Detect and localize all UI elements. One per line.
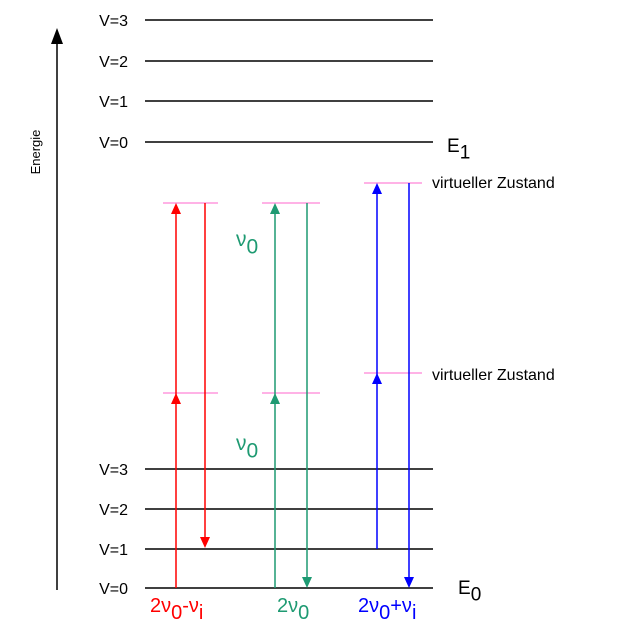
virtual-state-label: virtueller Zustand <box>432 367 555 384</box>
text-part: +ν <box>390 595 412 617</box>
arrowhead <box>171 393 181 404</box>
transition-label: 2ν0-νi <box>150 595 203 624</box>
axis-arrowhead <box>51 28 63 44</box>
state-label: E0 <box>458 578 481 606</box>
level-label: V=3 <box>99 462 128 479</box>
arrowhead <box>372 373 382 384</box>
level-label: V=0 <box>99 135 128 152</box>
level-label: V=1 <box>99 94 128 111</box>
subscript: 1 <box>460 143 471 164</box>
arrowhead <box>171 203 181 214</box>
photon-label: ν0 <box>236 228 258 258</box>
subscript: i <box>412 602 416 624</box>
text-part: ν <box>236 228 247 251</box>
subscript: 0 <box>471 585 482 606</box>
text-part: 2ν <box>358 595 379 617</box>
subscript: 0 <box>247 235 259 258</box>
arrowhead <box>372 183 382 194</box>
virtual-state-label: virtueller Zustand <box>432 175 555 192</box>
arrowhead <box>302 577 312 588</box>
transition-label: 2ν0 <box>277 595 309 624</box>
subscript: 0 <box>247 439 259 462</box>
level-label: V=1 <box>99 542 128 559</box>
text-part: 2ν <box>277 595 298 617</box>
axis-label: Energie <box>28 130 43 175</box>
text-part: ν <box>236 432 247 455</box>
subscript: 0 <box>379 602 390 624</box>
arrowhead <box>270 203 280 214</box>
text-part: E <box>458 578 471 599</box>
arrowhead <box>200 537 210 548</box>
level-label: V=2 <box>99 54 128 71</box>
level-label: V=3 <box>99 13 128 30</box>
photon-label: ν0 <box>236 432 258 462</box>
text-part: -ν <box>182 595 199 617</box>
subscript: 0 <box>298 602 309 624</box>
subscript: 0 <box>171 602 182 624</box>
level-label: V=2 <box>99 502 128 519</box>
text-part: 2ν <box>150 595 171 617</box>
subscript: i <box>199 602 203 624</box>
transition-label: 2ν0+νi <box>358 595 416 624</box>
arrowhead <box>404 577 414 588</box>
state-label: E1 <box>447 136 470 164</box>
level-label: V=0 <box>99 581 128 598</box>
text-part: E <box>447 136 460 157</box>
arrowhead <box>270 393 280 404</box>
